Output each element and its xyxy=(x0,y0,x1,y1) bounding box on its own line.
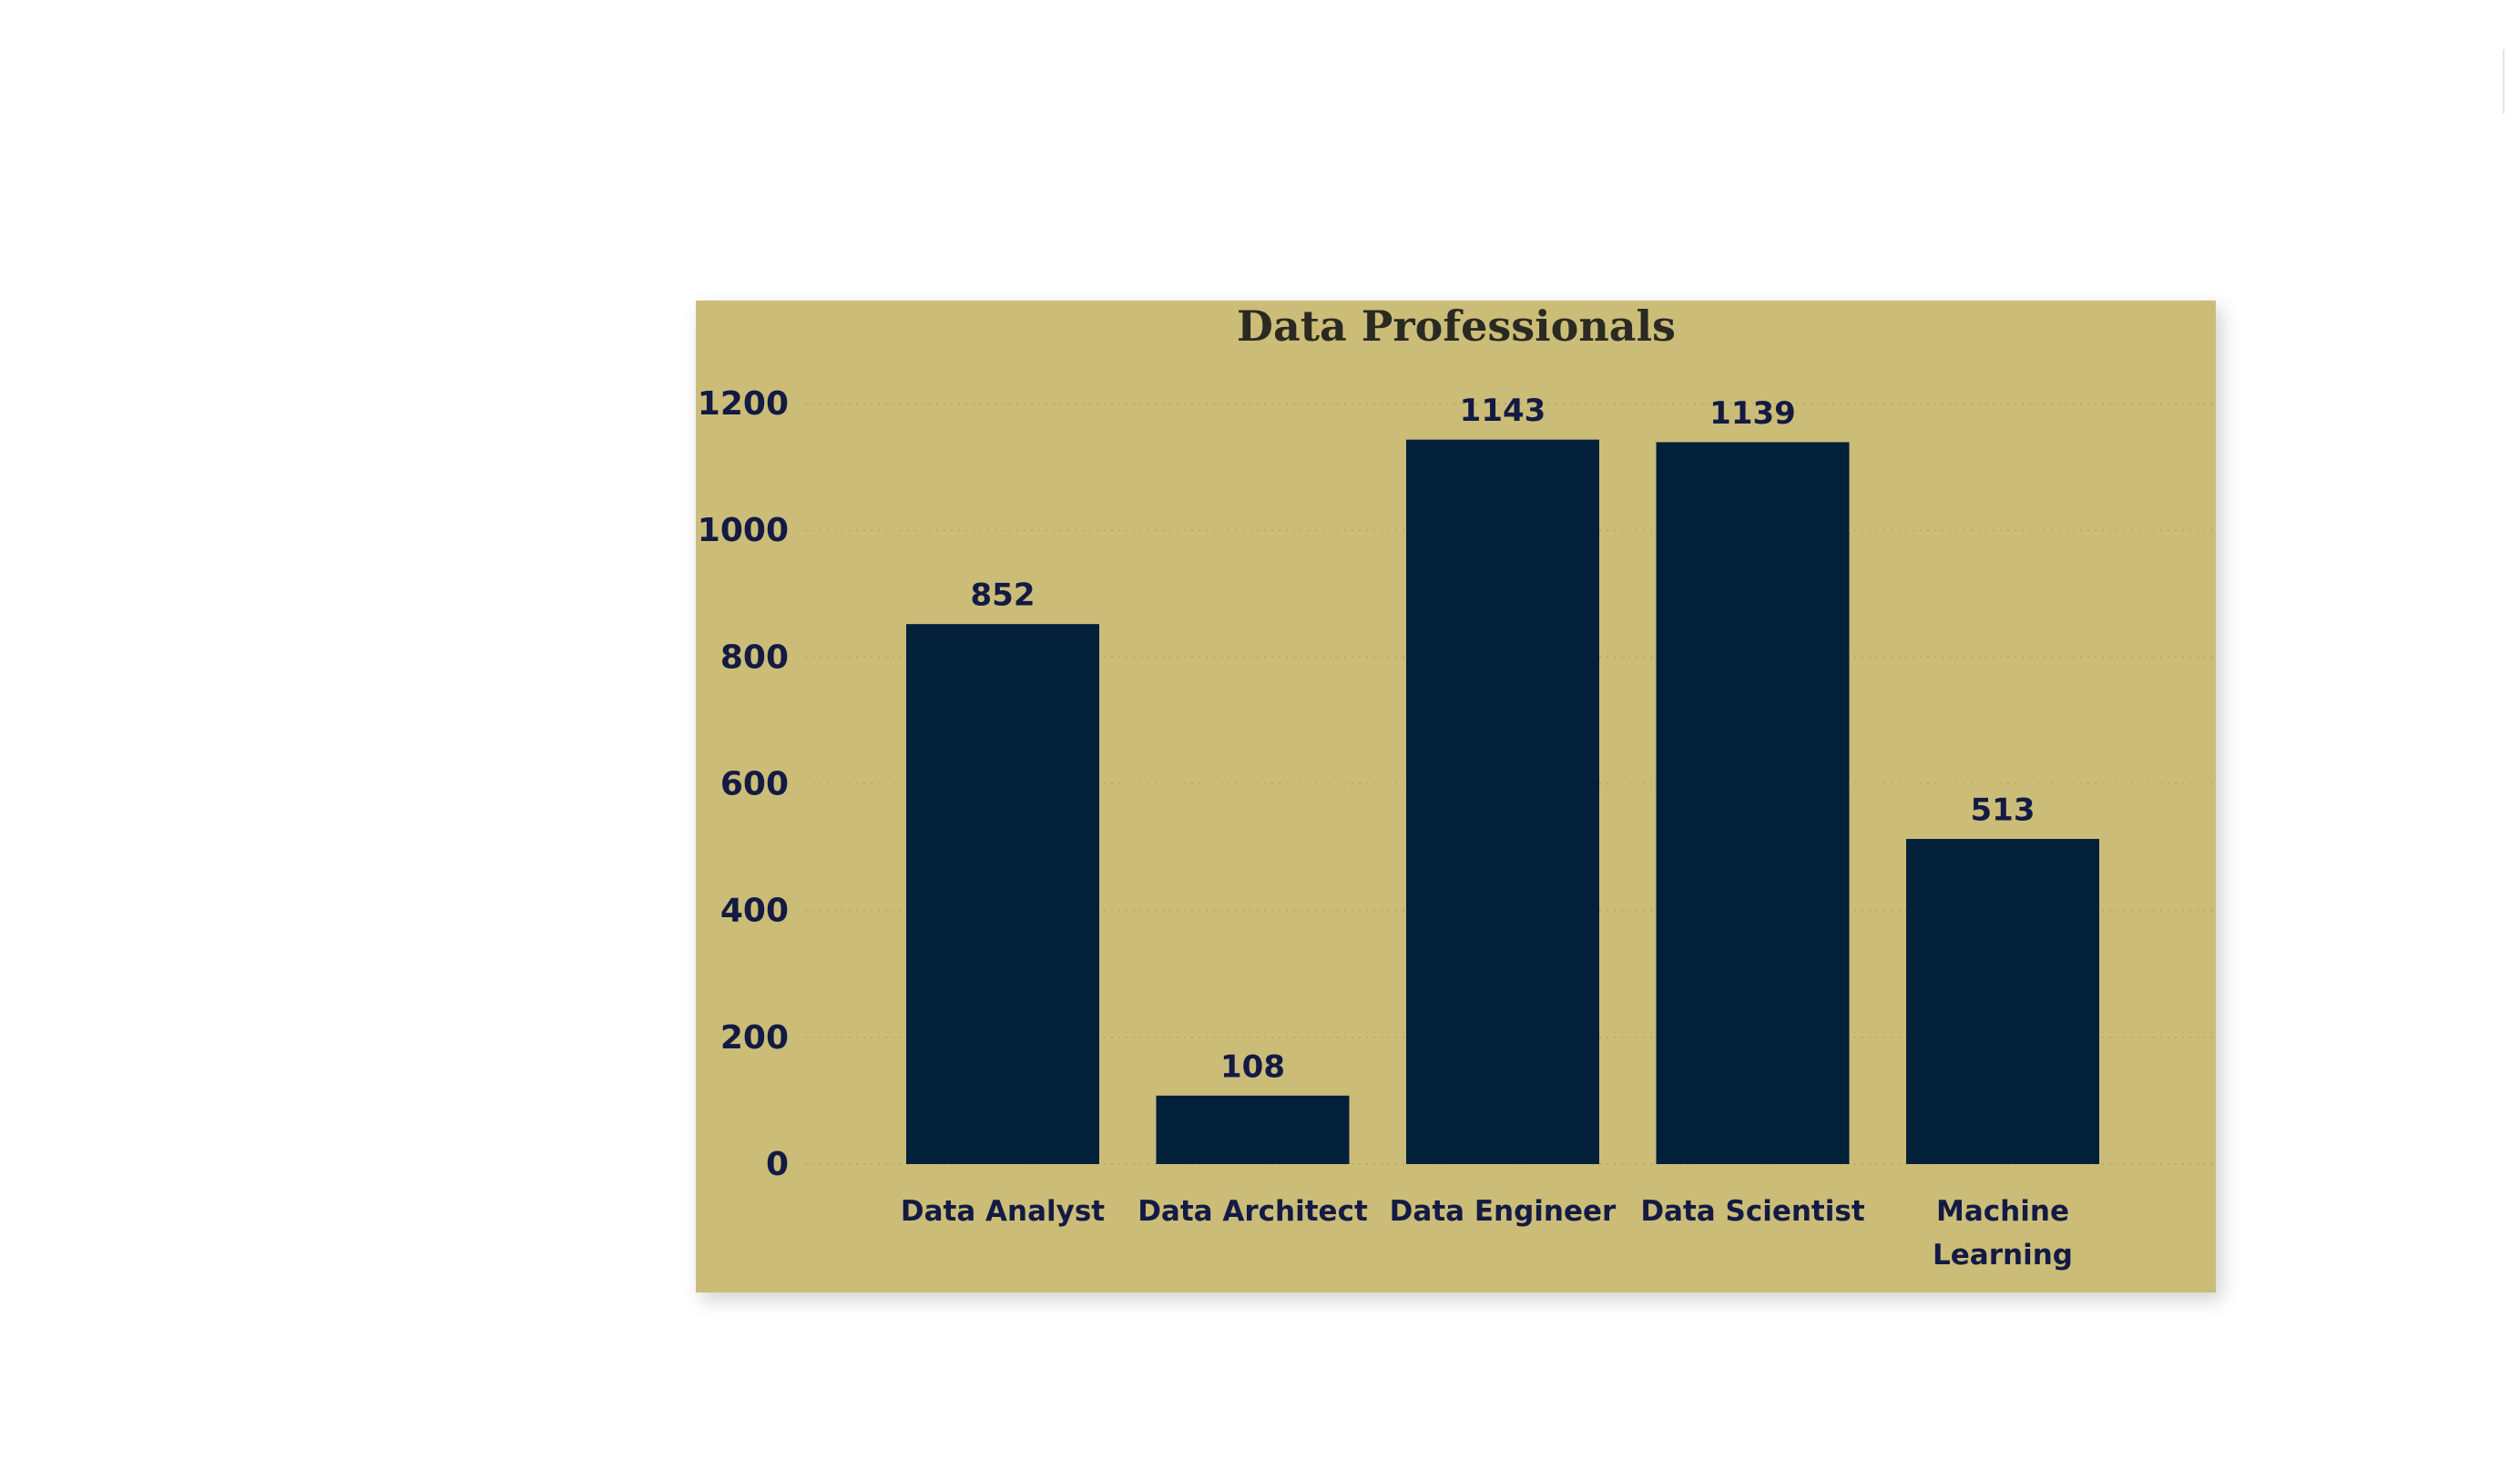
x-tick-label: Data Architect xyxy=(1138,1195,1368,1228)
x-tick-label: Machine Learning xyxy=(1933,1195,2073,1272)
data-label: 852 xyxy=(971,577,1036,614)
data-label: 108 xyxy=(1220,1048,1285,1085)
data-label: 513 xyxy=(1971,792,2035,829)
bar xyxy=(1906,839,2099,1164)
y-tick-label: 1200 xyxy=(698,385,789,423)
y-tick-label: 200 xyxy=(720,1019,789,1057)
x-tick-label-box: Data Analyst xyxy=(900,1195,1106,1228)
x-tick-label: Data Engineer xyxy=(1389,1195,1617,1228)
x-tick-label-box: Data Architect xyxy=(1138,1195,1368,1228)
y-tick-label: 0 xyxy=(766,1146,789,1183)
data-label: 1139 xyxy=(1709,395,1796,432)
bar xyxy=(1156,1095,1350,1164)
bar xyxy=(1656,442,1850,1165)
y-tick-label: 800 xyxy=(720,639,789,676)
x-tick-label: Data Analyst xyxy=(900,1195,1106,1228)
data-label: 1143 xyxy=(1460,393,1546,429)
x-tick-label-box: Data Scientist xyxy=(1640,1195,1865,1228)
x-tick-label-box: Data Engineer xyxy=(1389,1195,1617,1228)
x-tick-label: Data Scientist xyxy=(1640,1195,1865,1228)
chart-title: Data Professionals xyxy=(1237,301,1676,351)
y-tick-label: 600 xyxy=(720,766,789,803)
y-tick-label: 1000 xyxy=(698,512,789,549)
x-tick-label-box: Machine Learning xyxy=(1933,1195,2073,1272)
bar xyxy=(1406,439,1599,1165)
bar xyxy=(906,624,1099,1164)
y-tick-label: 400 xyxy=(720,893,789,930)
